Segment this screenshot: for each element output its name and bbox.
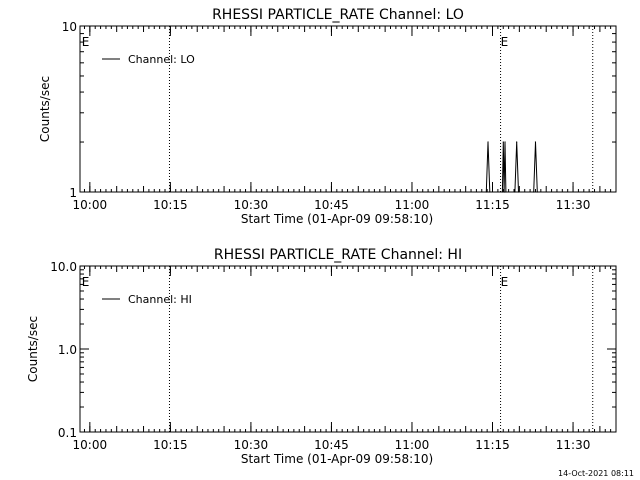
data-point [505,191,507,193]
x-tick-label: 10:15 [153,198,188,212]
series-line [485,141,538,193]
x-axis-label: Start Time (01-Apr-09 09:58:10) [241,452,433,466]
x-tick-label: 10:15 [153,438,188,452]
footer-timestamp: 14-Oct-2021 08:11 [558,469,634,478]
chart-title: RHESSI PARTICLE_RATE Channel: HI [214,247,462,263]
data-point [504,141,506,143]
x-tick-label: 10:45 [314,438,349,452]
lo-channel-panel: RHESSI PARTICLE_RATE Channel: LO 1 10 10:00… [38,7,617,226]
data-point [502,141,504,143]
y-axis-label: Counts/sec [38,76,52,142]
event-marker-label: E [82,275,90,289]
x-tick-label: 11:00 [395,438,430,452]
x-tick-label: 11:30 [556,438,591,452]
y-tick-label: 0.1 [58,426,77,440]
hi-channel-panel: RHESSI PARTICLE_RATE Channel: HI 0.1 1.0 10… [26,247,617,466]
x-tick-label: 11:15 [475,438,510,452]
y-tick-label: 1 [69,186,77,200]
x-tick-label: 10:30 [234,438,269,452]
data-point [517,191,520,193]
data-point [487,141,489,143]
data-point [501,191,503,193]
x-tick-label: 11:00 [395,198,430,212]
x-tick-label: 10:00 [73,438,108,452]
data-point [536,191,538,193]
x-tick-label: 10:30 [234,198,269,212]
y-axis-label: Counts/sec [26,316,40,382]
data-point [516,141,518,143]
y-tick-label: 10 [62,20,77,34]
data-point [534,141,537,143]
y-tick-label: 10.0 [50,260,77,274]
x-tick-label: 10:00 [73,198,108,212]
x-tick-label: 10:45 [314,198,349,212]
event-marker-label: E [501,35,509,49]
data-point [514,191,516,193]
x-tick-label: 11:30 [556,198,591,212]
legend-entry: Channel: HI [128,293,192,306]
chart-title: RHESSI PARTICLE_RATE Channel: LO [212,7,464,23]
data-point [533,191,535,193]
event-marker-label: E [82,35,90,49]
x-axis-label: Start Time (01-Apr-09 09:58:10) [241,212,433,226]
data-point [485,191,487,193]
legend-entry: Channel: LO [128,53,195,66]
data-point [489,191,491,193]
event-marker-label: E [501,275,509,289]
x-tick-label: 11:15 [475,198,510,212]
data-point [503,191,505,193]
y-tick-label: 1.0 [58,343,77,357]
